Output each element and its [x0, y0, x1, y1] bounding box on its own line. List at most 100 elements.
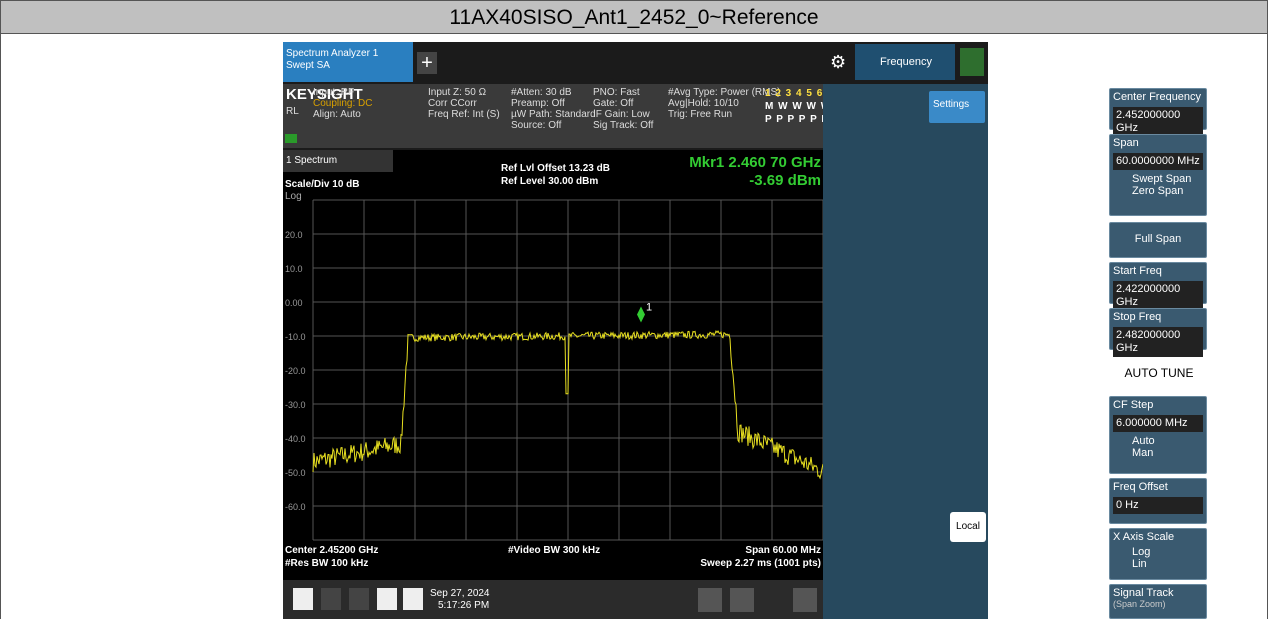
info-text: Trig: Free Run — [668, 109, 733, 120]
settings-tab[interactable]: Settings — [929, 91, 985, 123]
trace-indicator: M W W W W W — [765, 101, 846, 112]
center-frequency[interactable]: Center Frequency 2.452000000 GHz — [1109, 88, 1207, 137]
info-text: Source: Off — [511, 120, 562, 131]
window[interactable]: 1 Spectrum — [283, 150, 393, 172]
panel-text: X Axis Scale — [1113, 531, 1175, 543]
time: 5:17:26 PM — [438, 600, 490, 611]
panel-text: Auto — [1132, 435, 1155, 447]
y-label: -20.0 — [285, 366, 306, 376]
marker — [637, 306, 645, 323]
start-freq[interactable]: Start Freq 2.422000000 GHz — [1109, 262, 1207, 311]
info-text: #Avg Type: Power (RMS) — [668, 87, 781, 98]
icon[interactable] — [321, 588, 341, 610]
y-label: 10.0 — [285, 264, 303, 274]
tab-text: Swept SA — [286, 60, 330, 71]
taskbar: Sep 27, 2024 5:17:26 PM — [283, 580, 823, 619]
y-label: -60.0 — [285, 502, 306, 512]
panel-text: Lin — [1132, 558, 1147, 570]
lxi — [285, 134, 297, 143]
tab[interactable]: Spectrum Analyzer 1 Swept SA — [283, 42, 413, 82]
y-label: -10.0 — [285, 332, 306, 342]
status-icon — [960, 48, 984, 76]
info-text: Input Z: 50 Ω — [428, 87, 487, 98]
panel-text: 6.000000 MHz — [1113, 415, 1203, 432]
signal-track[interactable]: Signal Track (Span Zoom) — [1109, 584, 1207, 619]
info-text: IF Gain: Low — [593, 109, 650, 120]
info-bar: KEYSIGHT RL Input: RF Coupling: DC Align: … — [283, 84, 844, 148]
panel-text: Signal Track — [1113, 587, 1174, 599]
info-text: Corr CCorr — [428, 98, 477, 109]
icon[interactable] — [293, 588, 313, 610]
icon[interactable] — [730, 588, 754, 612]
screenshot: Spectrum Analyzer 1 Swept SA + ⚙ Frequen… — [283, 42, 988, 619]
y-label: -30.0 — [285, 400, 306, 410]
plot: 1 Spectrum Scale/Div 10 dB Log Ref Lvl O… — [283, 150, 823, 580]
scale: Scale/Div 10 dB — [285, 179, 360, 190]
stop-freq[interactable]: Stop Freq 2.482000000 GHz — [1109, 308, 1207, 357]
panel-text: Log — [1132, 546, 1151, 558]
panel-text: 2.452000000 GHz — [1113, 107, 1203, 137]
menu[interactable]: Frequency — [855, 44, 955, 80]
gear[interactable]: ⚙ — [830, 52, 847, 72]
panel-text: Center Frequency — [1113, 91, 1202, 103]
panel-text: Full Span — [1134, 233, 1182, 245]
icon[interactable] — [349, 588, 369, 610]
header: 11AX40SISO_Ant1_2452_0~Reference — [0, 0, 1268, 34]
info-text: Gate: Off — [593, 98, 634, 109]
add-button[interactable]: + — [417, 52, 437, 74]
sweep: Sweep 2.27 ms (1001 pts) — [700, 558, 821, 569]
log: Log — [285, 191, 302, 202]
panel-text: 0 Hz — [1113, 497, 1203, 514]
info-text: µW Path: Standard — [511, 109, 596, 120]
tab-text: Spectrum Analyzer 1 — [286, 48, 379, 59]
panel-text: Stop Freq — [1113, 311, 1162, 323]
x-axis-scale[interactable]: X Axis Scale Log Lin — [1109, 528, 1207, 580]
auto-tune[interactable]: AUTO TUNE — [1113, 358, 1205, 388]
info-text: Input: RF — [313, 87, 355, 98]
info-text: Coupling: DC — [313, 98, 373, 109]
marker-level: -3.69 dBm — [749, 172, 821, 189]
marker-label: 1 — [646, 302, 652, 314]
panel-text: Swept Span — [1132, 173, 1192, 185]
info-text: Align: Auto — [313, 109, 361, 120]
cf-step[interactable]: CF Step 6.000000 MHz Auto Man — [1109, 396, 1207, 474]
trace-indicator: P P P P P P — [765, 114, 830, 125]
info-text: PNO: Fast — [593, 87, 640, 98]
panel-text: Man — [1132, 447, 1154, 459]
graticule: 20.0 10.0 0.00 -10.0 -20.0 -30.0 -40.0 -50.0 -60… — [285, 199, 823, 541]
panel-text: 2.422000000 GHz — [1113, 281, 1203, 311]
icon[interactable] — [698, 588, 722, 612]
panel-text: Start Freq — [1113, 265, 1162, 277]
y-label: -40.0 — [285, 434, 306, 444]
panel-text: (Span Zoom) — [1113, 599, 1166, 609]
freq-offset[interactable]: Freq Offset 0 Hz — [1109, 478, 1207, 524]
panel-text: 2.482000000 GHz — [1113, 327, 1203, 357]
y-label: 0.00 — [285, 298, 303, 308]
full-span[interactable]: Full Span — [1109, 222, 1207, 258]
icon[interactable] — [377, 588, 397, 610]
ref-offset: Ref Lvl Offset 13.23 dB — [501, 163, 610, 174]
rl: RL — [286, 106, 299, 117]
brand: KEYSIGHT — [286, 86, 363, 103]
info-text: #Atten: 30 dB — [511, 87, 572, 98]
trace — [312, 330, 823, 480]
info-text: Sig Track: Off — [593, 120, 654, 131]
span: Span 60.00 MHz — [745, 545, 821, 556]
y-label: -50.0 — [285, 468, 306, 478]
trace-indicator: 1 2 3 4 5 6 — [765, 88, 824, 99]
icon[interactable] — [793, 588, 817, 612]
local-button[interactable]: Local — [950, 512, 986, 542]
panel-text: Freq Offset — [1113, 481, 1168, 493]
marker-freq: Mkr1 2.460 70 GHz — [689, 154, 821, 171]
center: Center 2.45200 GHz — [285, 545, 379, 556]
info-text: Preamp: Off — [511, 98, 565, 109]
span[interactable]: Span 60.0000000 MHz Swept Span Zero Span — [1109, 134, 1207, 216]
panel-text: 60.0000000 MHz — [1113, 153, 1203, 170]
rbw: #Res BW 100 kHz — [285, 558, 369, 569]
vbw: #Video BW 300 kHz — [508, 545, 601, 556]
info-text: Avg|Hold: 10/10 — [668, 98, 739, 109]
icon[interactable] — [403, 588, 423, 610]
y-label: 20.0 — [285, 230, 303, 240]
panel-text: CF Step — [1113, 399, 1154, 411]
